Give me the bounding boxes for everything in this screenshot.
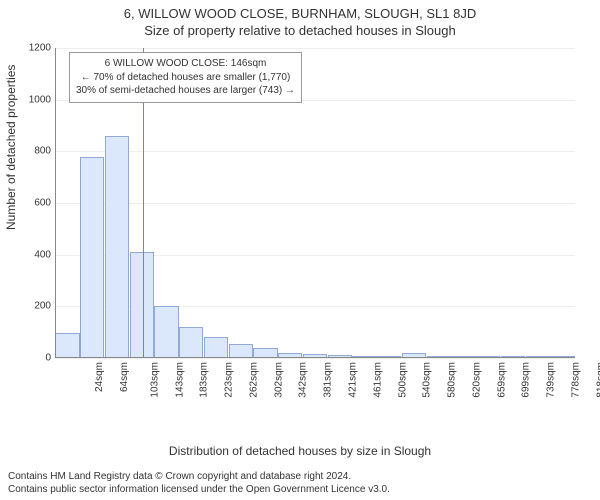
x-tick-label: 103sqm	[149, 362, 160, 398]
x-tick-label: 24sqm	[94, 362, 105, 392]
x-tick-label: 778sqm	[570, 362, 581, 398]
license-text: Contains HM Land Registry data © Crown c…	[8, 470, 592, 496]
x-tick-label: 183sqm	[199, 362, 210, 398]
x-axis-label: Distribution of detached houses by size …	[0, 444, 600, 458]
y-tick-label: 0	[11, 353, 51, 364]
x-axis-line	[55, 357, 575, 358]
license-line2: Contains public sector information licen…	[8, 483, 592, 496]
bar	[55, 333, 79, 358]
x-tick-label: 262sqm	[249, 362, 260, 398]
annotation-line1: 6 WILLOW WOOD CLOSE: 146sqm	[76, 57, 295, 71]
license-line1: Contains HM Land Registry data © Crown c…	[8, 470, 592, 483]
x-tick-label: 580sqm	[447, 362, 458, 398]
bar	[204, 337, 228, 358]
bar	[80, 157, 104, 359]
bar	[179, 327, 203, 358]
annotation-line2: ← 70% of detached houses are smaller (1,…	[76, 71, 295, 85]
x-tick-label: 302sqm	[273, 362, 284, 398]
bar	[105, 136, 129, 358]
bar	[229, 344, 253, 358]
x-tick-label: 620sqm	[471, 362, 482, 398]
y-tick-label: 400	[11, 249, 51, 260]
y-tick-label: 600	[11, 198, 51, 209]
x-tick-label: 540sqm	[422, 362, 433, 398]
x-tick-label: 64sqm	[119, 362, 130, 392]
x-tick-label: 223sqm	[224, 362, 235, 398]
chart-zone: 020040060080010001200 24sqm64sqm103sqm14…	[55, 48, 575, 418]
bar	[154, 306, 178, 358]
y-tick-label: 1200	[11, 43, 51, 54]
annotation-line3: 30% of semi-detached houses are larger (…	[76, 84, 295, 98]
x-tick-label: 143sqm	[174, 362, 185, 398]
y-tick-label: 800	[11, 146, 51, 157]
x-tick-label: 421sqm	[348, 362, 359, 398]
x-tick-label: 381sqm	[323, 362, 334, 398]
chart-container: 6, WILLOW WOOD CLOSE, BURNHAM, SLOUGH, S…	[0, 0, 600, 500]
y-tick-label: 200	[11, 301, 51, 312]
x-tick-label: 699sqm	[521, 362, 532, 398]
annotation-box: 6 WILLOW WOOD CLOSE: 146sqm ← 70% of det…	[69, 52, 302, 103]
y-tick-label: 1000	[11, 94, 51, 105]
x-tick-label: 500sqm	[397, 362, 408, 398]
chart-title-main: 6, WILLOW WOOD CLOSE, BURNHAM, SLOUGH, S…	[0, 0, 600, 21]
gridline	[55, 358, 575, 359]
bar	[130, 252, 154, 358]
x-tick-label: 659sqm	[496, 362, 507, 398]
x-tick-label: 461sqm	[372, 362, 383, 398]
y-axis-line	[55, 48, 56, 358]
chart-title-sub: Size of property relative to detached ho…	[0, 21, 600, 38]
x-tick-label: 342sqm	[298, 362, 309, 398]
x-tick-label: 818sqm	[595, 362, 600, 398]
x-tick-label: 739sqm	[546, 362, 557, 398]
